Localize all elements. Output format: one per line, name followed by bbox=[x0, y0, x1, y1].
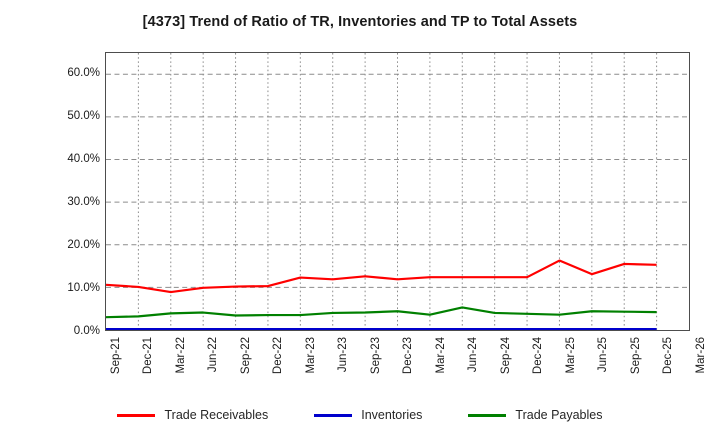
plot-area bbox=[105, 52, 690, 331]
legend-swatch-icon bbox=[314, 413, 353, 417]
chart-title: [4373] Trend of Ratio of TR, Inventories… bbox=[142, 14, 578, 30]
x-tick-label: Jun-24 bbox=[467, 337, 479, 373]
legend-item[interactable]: Trade Receivables bbox=[117, 408, 268, 422]
x-tick-label: Sep-25 bbox=[629, 337, 642, 375]
legend-swatch-icon bbox=[117, 413, 156, 417]
x-tick-label: Dec-21 bbox=[142, 337, 154, 375]
x-tick-label: Sep-21 bbox=[109, 337, 122, 375]
legend-item[interactable]: Inventories bbox=[314, 408, 422, 422]
y-tick-label: 30.0% bbox=[67, 196, 100, 209]
x-tick-label: Sep-22 bbox=[239, 337, 252, 375]
x-tick-label: Dec-24 bbox=[532, 337, 544, 375]
series-line-trade-receivables bbox=[106, 259, 657, 294]
x-tick-label: Jun-23 bbox=[337, 337, 349, 373]
legend-label: Inventories bbox=[361, 408, 423, 422]
x-tick-label: Jun-25 bbox=[597, 337, 609, 373]
x-tick-label: Mar-22 bbox=[174, 337, 187, 374]
x-tick-label: Jun-22 bbox=[207, 337, 219, 373]
legend-label: Trade Receivables bbox=[164, 408, 269, 422]
x-tick-label: Mar-23 bbox=[304, 337, 317, 374]
y-axis: 0.0% 10.0% 20.0% 30.0% 40.0% 50.0% 60.0% bbox=[0, 0, 100, 440]
legend-label: Trade Payables bbox=[515, 408, 603, 422]
chart-legend: Trade Receivables Inventories Trade Payabl… bbox=[0, 408, 720, 422]
y-tick-label: 20.0% bbox=[67, 239, 100, 252]
x-tick-label: Mar-25 bbox=[564, 337, 577, 374]
y-tick-label: 10.0% bbox=[67, 282, 100, 295]
y-tick-label: 60.0% bbox=[67, 67, 100, 80]
y-tick-label: 40.0% bbox=[67, 153, 100, 166]
x-tick-label: Dec-25 bbox=[662, 337, 674, 375]
y-tick-label: 0.0% bbox=[73, 325, 100, 337]
legend-item[interactable]: Trade Payables bbox=[468, 408, 603, 422]
x-tick-label: Sep-24 bbox=[499, 337, 512, 375]
x-tick-label: Mar-24 bbox=[434, 337, 447, 374]
y-tick-label: 50.0% bbox=[67, 110, 100, 123]
x-tick-label: Dec-22 bbox=[272, 337, 284, 375]
x-tick-label: Dec-23 bbox=[402, 337, 414, 375]
chart-canvas bbox=[106, 53, 689, 330]
x-tick-label: Mar-26 bbox=[694, 337, 707, 374]
x-tick-label: Sep-23 bbox=[369, 337, 382, 375]
legend-swatch-icon bbox=[468, 413, 507, 417]
series-line-trade-payables bbox=[106, 306, 657, 319]
